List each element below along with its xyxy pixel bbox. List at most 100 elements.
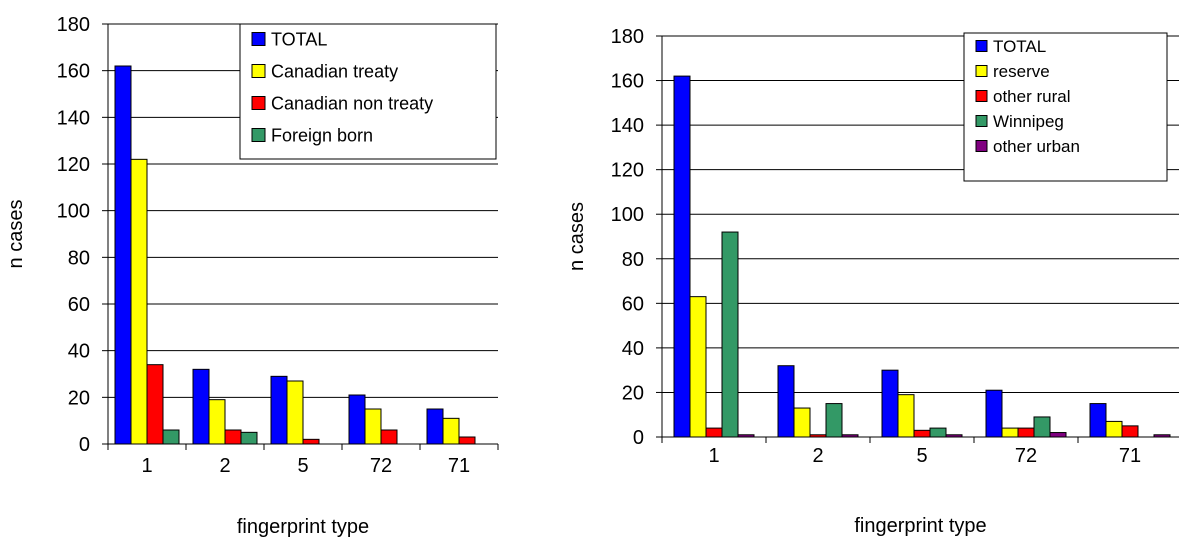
- x-tick-label: 72: [370, 455, 392, 477]
- chart-1: 0 20 40 60 80 100 120 140 160 180 1 2 5 72 71 fingerpri…: [5, 14, 499, 538]
- y-tick-label: 60: [68, 294, 90, 316]
- legend-swatch: [251, 128, 266, 142]
- bar: [224, 429, 242, 445]
- x-tick-label: 1: [708, 445, 719, 467]
- bar: [985, 389, 1003, 438]
- bar: [458, 436, 476, 445]
- bar: [240, 431, 258, 445]
- bar: [673, 75, 691, 438]
- legend-box: [239, 23, 497, 160]
- bar: [1121, 425, 1139, 438]
- legend-label: reserve: [993, 62, 1050, 81]
- bar: [777, 365, 795, 438]
- bar: [737, 434, 755, 438]
- legend-swatch: [251, 96, 266, 110]
- x-tick-label: 1: [141, 455, 152, 477]
- x-tick-label: 2: [219, 455, 230, 477]
- x-axis-title: fingerprint type: [237, 516, 369, 538]
- legend: TOTAL Canadian treaty Canadian non treaty F…: [239, 23, 497, 160]
- bar: [1105, 420, 1123, 438]
- legend-label: TOTAL: [271, 29, 327, 49]
- legend-swatch: [975, 115, 988, 127]
- bar: [825, 403, 843, 438]
- bar: [913, 429, 931, 438]
- bar: [705, 427, 723, 438]
- y-tick-label: 120: [57, 154, 90, 176]
- x-tick-label: 71: [1119, 445, 1141, 467]
- bar: [192, 368, 210, 445]
- bar: [721, 231, 739, 438]
- bar: [442, 417, 460, 445]
- bar: [793, 407, 811, 438]
- y-tick-label: 80: [622, 249, 644, 271]
- y-tick-label: 20: [68, 387, 90, 409]
- y-tick-label: 160: [611, 71, 644, 93]
- x-tick-label: 5: [297, 455, 308, 477]
- bar: [1017, 427, 1035, 438]
- legend-label: TOTAL: [993, 37, 1046, 56]
- bar: [1049, 432, 1067, 438]
- bar: [426, 408, 444, 445]
- chart-2: 0 20 40 60 80 100 120 140 160 180 1 2 5 72 71 fingerpri…: [566, 26, 1179, 537]
- y-tick-label: 120: [611, 160, 644, 182]
- x-tick-label: 71: [448, 455, 470, 477]
- bar: [286, 380, 304, 445]
- bar: [162, 429, 180, 445]
- bar: [146, 364, 164, 445]
- y-tick-label: 140: [57, 107, 90, 129]
- bar: [1001, 427, 1019, 438]
- bar: [945, 434, 963, 438]
- bar: [841, 434, 859, 438]
- legend-label: other urban: [993, 137, 1080, 156]
- legend-label: Foreign born: [271, 125, 373, 145]
- y-axis-title: n cases: [5, 200, 27, 269]
- y-tick-label: 180: [611, 26, 644, 48]
- legend-swatch: [251, 32, 266, 46]
- y-tick-label: 100: [611, 204, 644, 226]
- y-tick-label: 0: [79, 434, 90, 456]
- x-tick-label: 5: [916, 445, 927, 467]
- bar: [1033, 416, 1051, 438]
- bar: [929, 427, 947, 438]
- bar: [1153, 434, 1171, 438]
- legend-swatch: [975, 65, 988, 77]
- bar: [881, 369, 899, 438]
- legend-label: Canadian treaty: [271, 61, 398, 81]
- x-tick-label: 72: [1015, 445, 1037, 467]
- bar: [1089, 403, 1107, 438]
- legend-box: [963, 32, 1168, 182]
- x-tick-label: 2: [812, 445, 823, 467]
- y-tick-label: 100: [57, 201, 90, 223]
- legend-swatch: [975, 140, 988, 152]
- legend-swatch: [975, 90, 988, 102]
- y-tick-label: 40: [68, 341, 90, 363]
- y-tick-label: 180: [57, 14, 90, 36]
- bar: [689, 296, 707, 438]
- y-tick-label: 60: [622, 293, 644, 315]
- y-tick-label: 140: [611, 115, 644, 137]
- y-tick-label: 40: [622, 338, 644, 360]
- bar: [897, 394, 915, 438]
- bar: [364, 408, 382, 445]
- legend-label: other rural: [993, 87, 1070, 106]
- bar: [130, 158, 148, 445]
- bar: [380, 429, 398, 445]
- legend-label: Canadian non treaty: [271, 93, 433, 113]
- legend-swatch: [251, 64, 266, 78]
- bar: [809, 434, 827, 438]
- y-tick-label: 160: [57, 61, 90, 83]
- bar: [348, 394, 366, 445]
- bar: [302, 438, 320, 445]
- legend: TOTAL reserve other rural Winnipeg other urb…: [963, 32, 1168, 182]
- bar: [208, 399, 226, 445]
- legend-label: Winnipeg: [993, 112, 1064, 131]
- x-axis-title: fingerprint type: [854, 515, 986, 537]
- y-axis-title: n cases: [566, 202, 588, 271]
- y-tick-label: 0: [633, 427, 644, 449]
- bar: [114, 65, 132, 445]
- y-tick-label: 20: [622, 382, 644, 404]
- y-tick-label: 80: [68, 247, 90, 269]
- bar: [270, 375, 288, 445]
